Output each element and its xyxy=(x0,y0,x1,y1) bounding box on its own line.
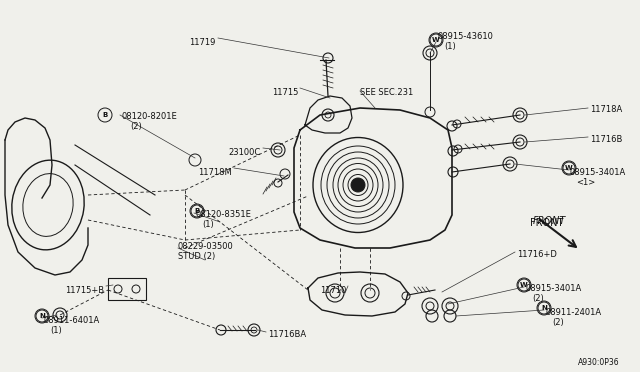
Text: 11718A: 11718A xyxy=(590,105,622,114)
Text: <1>: <1> xyxy=(576,178,595,187)
Text: (1): (1) xyxy=(202,220,214,229)
Text: (1): (1) xyxy=(50,326,61,335)
Text: (2): (2) xyxy=(130,122,141,131)
Text: 08120-8351E: 08120-8351E xyxy=(196,210,252,219)
Circle shape xyxy=(351,178,365,192)
Text: 08915-43610: 08915-43610 xyxy=(438,32,494,41)
Text: 11716+D: 11716+D xyxy=(517,250,557,259)
Text: 11716BA: 11716BA xyxy=(268,330,306,339)
Text: 08915-3401A: 08915-3401A xyxy=(570,168,627,177)
Text: 11710: 11710 xyxy=(319,286,346,295)
Text: SEE SEC.231: SEE SEC.231 xyxy=(360,88,413,97)
Text: (2): (2) xyxy=(532,294,544,303)
Text: 11715: 11715 xyxy=(271,88,298,97)
Text: 08911-6401A: 08911-6401A xyxy=(44,316,100,325)
Bar xyxy=(108,278,146,300)
Text: 08911-2401A: 08911-2401A xyxy=(546,308,602,317)
Text: STUD (2): STUD (2) xyxy=(178,252,215,261)
Text: 11719: 11719 xyxy=(189,38,215,47)
Text: 08229-03500: 08229-03500 xyxy=(178,242,234,251)
Text: 11716B: 11716B xyxy=(590,135,622,144)
Text: W: W xyxy=(565,165,573,171)
Text: N: N xyxy=(541,305,547,311)
Text: FRONT: FRONT xyxy=(530,218,563,228)
Text: FRONT: FRONT xyxy=(533,216,566,226)
Text: W: W xyxy=(520,282,528,288)
Text: 11715+B: 11715+B xyxy=(65,286,104,295)
Text: 08120-8201E: 08120-8201E xyxy=(122,112,178,121)
Text: W: W xyxy=(432,37,440,43)
Text: A930:0P36: A930:0P36 xyxy=(579,358,620,367)
Text: 11718M: 11718M xyxy=(198,168,232,177)
Text: B: B xyxy=(195,208,200,214)
Text: B: B xyxy=(102,112,108,118)
Text: 08915-3401A: 08915-3401A xyxy=(526,284,582,293)
Text: N: N xyxy=(39,313,45,319)
Text: 23100C: 23100C xyxy=(228,148,261,157)
Text: (2): (2) xyxy=(552,318,564,327)
Text: (1): (1) xyxy=(444,42,456,51)
